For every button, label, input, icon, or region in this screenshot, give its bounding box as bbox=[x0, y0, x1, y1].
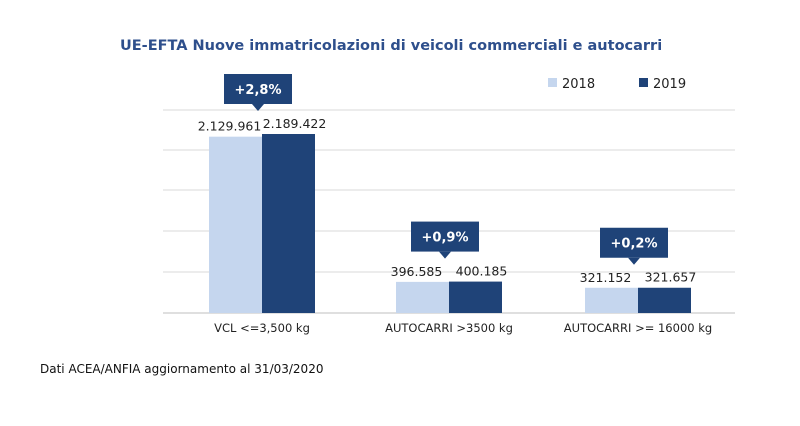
change-label: +0,9% bbox=[422, 231, 469, 246]
legend-swatch-2018 bbox=[548, 78, 557, 87]
data-label: 321.657 bbox=[645, 270, 697, 285]
bar-2019-2 bbox=[449, 281, 502, 313]
data-label: 2.129.961 bbox=[198, 119, 262, 134]
callout-pointer bbox=[439, 251, 451, 259]
data-label: 2.189.422 bbox=[263, 116, 327, 131]
chart-title: UE-EFTA Nuove immatricolazioni di veicol… bbox=[120, 38, 663, 54]
change-label: +2,8% bbox=[235, 83, 282, 98]
legend-label-2019: 2019 bbox=[653, 77, 686, 92]
bar-2018-2 bbox=[396, 281, 449, 313]
category-label: VCL <=3,500 kg bbox=[214, 321, 310, 335]
data-label: 400.185 bbox=[456, 264, 508, 279]
bar-2018-3 bbox=[585, 287, 638, 313]
change-label: +0,2% bbox=[611, 237, 658, 252]
callout-pointer bbox=[252, 104, 264, 111]
footnote: Dati ACEA/ANFIA aggiornamento al 31/03/2… bbox=[40, 362, 324, 376]
legend-label-2018: 2018 bbox=[562, 77, 595, 92]
change-callout bbox=[224, 74, 292, 104]
change-callout bbox=[411, 221, 479, 252]
bar-2019-1 bbox=[262, 134, 315, 313]
bar-2018-1 bbox=[209, 136, 262, 313]
category-label: AUTOCARRI >= 16000 kg bbox=[564, 321, 712, 335]
callout-pointer bbox=[628, 257, 640, 265]
bar-2019-3 bbox=[638, 287, 691, 313]
category-label: AUTOCARRI >3500 kg bbox=[385, 321, 513, 335]
change-callout bbox=[600, 227, 668, 258]
legend-swatch-2019 bbox=[639, 78, 648, 87]
data-label: 396.585 bbox=[391, 264, 443, 279]
data-label: 321.152 bbox=[580, 270, 632, 285]
